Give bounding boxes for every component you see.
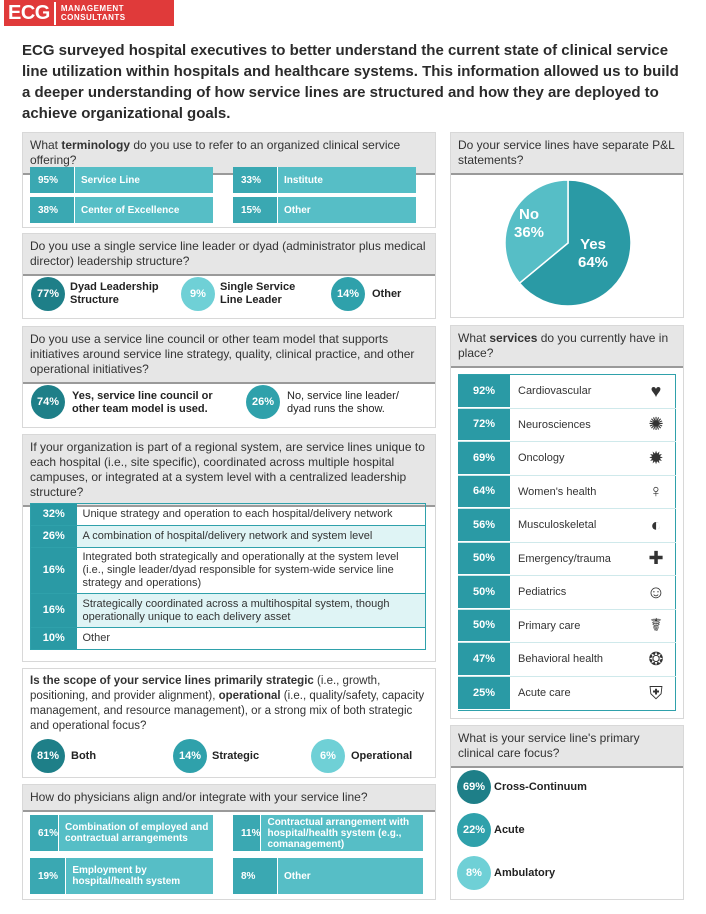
list-item: 47% Behavioral health ❂ (458, 643, 676, 677)
pie-slice-yes (518, 179, 632, 307)
table-row: 10% Other (30, 627, 426, 650)
hospital-bed-icon: ⛨ (649, 682, 663, 703)
focus-question: What is your service line's primary clin… (451, 726, 683, 768)
terminology-bar-3: 38% Center of Excellence (30, 197, 213, 223)
cell-icon: ✹ (648, 447, 664, 468)
intro-paragraph: ECG surveyed hospital executives to bett… (22, 42, 679, 122)
regional-question: If your organization is part of a region… (23, 435, 435, 507)
pediatrics-icon: ☺ (646, 581, 666, 602)
scope-label-3: Operational (351, 750, 413, 762)
regional-table: 32% Unique strategy and operation to each… (30, 503, 426, 650)
ambulance-icon: ✚ (648, 548, 664, 569)
council-pct-2: 26% (246, 385, 280, 419)
table-row: 26% A combination of hospital/delivery ne… (30, 525, 426, 548)
woman-icon: ♀ (649, 481, 663, 502)
head-icon: ❂ (648, 648, 664, 669)
pl-pie-chart (504, 179, 632, 307)
leadership-question: Do you use a single service line leader … (23, 234, 435, 276)
table-row: 32% Unique strategy and operation to each… (30, 503, 426, 526)
list-item: 92% Cardiovascular ♥ (458, 375, 676, 409)
council-pct-1: 74% (31, 385, 65, 419)
council-label-1: Yes, service line council or other team … (72, 390, 213, 415)
list-item: 56% Musculoskeletal ◐ (458, 509, 676, 543)
leadership-pct-2: 9% (181, 277, 215, 311)
council-question: Do you use a service line council or oth… (23, 327, 435, 384)
scope-pct-1: 81% (31, 739, 65, 773)
list-item: 50% Emergency/trauma ✚ (458, 542, 676, 576)
logo-main: ECG (4, 1, 56, 25)
list-item: 50% Primary care ☤ (458, 609, 676, 643)
leadership-label-2: Single Service Line Leader (220, 281, 296, 306)
terminology-bar-2: 33% Institute (233, 167, 416, 193)
focus-label-1: Cross-Continuum (494, 781, 587, 793)
focus-label-3: Ambulatory (494, 867, 556, 879)
pl-question: Do your service lines have separate P&L … (451, 133, 683, 175)
leadership-pct-3: 14% (331, 277, 365, 311)
list-item: 69% Oncology ✹ (458, 442, 676, 476)
scope-pct-3: 6% (311, 739, 345, 773)
council-panel: Do you use a service line council or oth… (22, 326, 436, 428)
doctor-icon: ☤ (649, 615, 663, 636)
pie-label-no: No 36% (514, 206, 545, 241)
focus-pct-2: 22% (457, 813, 491, 847)
header: ECG MANAGEMENT CONSULTANTS (0, 0, 706, 34)
terminology-bar-1: 95% Service Line (30, 167, 213, 193)
services-question: What services do you currently have in p… (451, 326, 683, 368)
ecg-logo[interactable]: ECG MANAGEMENT CONSULTANTS (4, 0, 174, 26)
physicians-bar-3: 19% Employment by hospital/health system (30, 858, 213, 894)
list-item: 50% Pediatrics ☺ (458, 576, 676, 610)
scope-label-1: Both (71, 750, 97, 762)
physicians-bar-2: 11% Contractual arrangement with hospital… (233, 815, 423, 851)
heart-icon: ♥ (650, 380, 662, 401)
logo-subtitle: MANAGEMENT CONSULTANTS (60, 4, 126, 22)
physicians-question: How do physicians align and/or integrate… (23, 785, 435, 812)
brain-icon: ✺ (648, 414, 664, 435)
pie-slice-no (504, 179, 569, 285)
terminology-bar-4: 15% Other (233, 197, 416, 223)
pie-label-yes: Yes 64% (578, 236, 609, 271)
scope-pct-2: 14% (173, 739, 207, 773)
physicians-bar-4: 8% Other (233, 858, 423, 894)
scope-question: Is the scope of your service lines prima… (23, 669, 435, 739)
scope-label-2: Strategic (212, 750, 260, 762)
focus-pct-3: 8% (457, 856, 491, 890)
joint-icon: ◐ (650, 514, 662, 535)
leadership-panel: Do you use a single service line leader … (22, 233, 436, 319)
physicians-bar-1: 61% Combination of employed and contractu… (30, 815, 213, 851)
leadership-pct-1: 77% (31, 277, 65, 311)
table-row: 16% Integrated both strategically and ope… (30, 547, 426, 594)
list-item: 64% Women's health ♀ (458, 475, 676, 509)
list-item: 25% Acute care ⛨ (458, 676, 676, 710)
scope-panel: Is the scope of your service lines prima… (22, 668, 436, 778)
focus-pct-1: 69% (457, 770, 491, 804)
council-label-2: No, service line leader/ dyad runs the s… (287, 390, 399, 415)
focus-label-2: Acute (494, 824, 525, 836)
leadership-label-3: Other (372, 288, 402, 300)
leadership-label-1: Dyad Leadership Structure (70, 281, 159, 306)
table-row: 16% Strategically coordinated across a mu… (30, 593, 426, 628)
list-item: 72% Neurosciences ✺ (458, 408, 676, 442)
